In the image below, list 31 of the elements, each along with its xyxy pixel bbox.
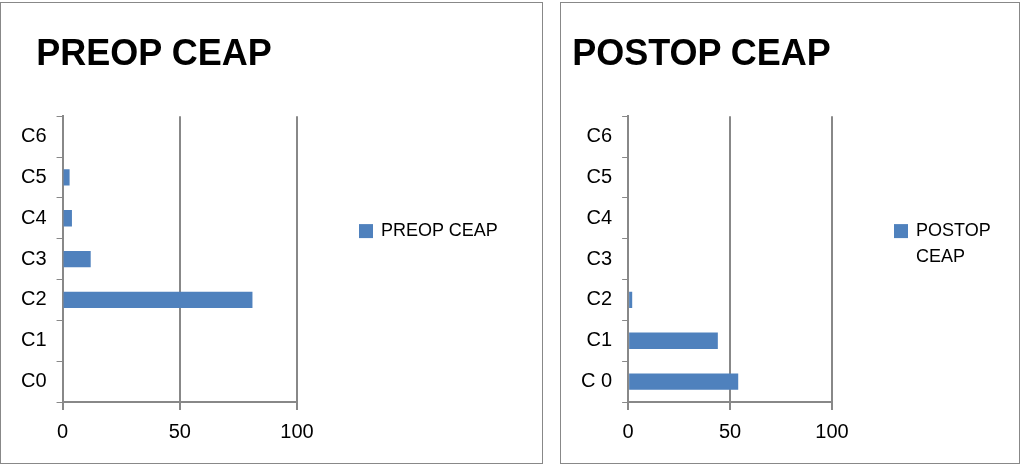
bar xyxy=(63,250,91,268)
y-tick-label: C 0 xyxy=(581,369,613,392)
y-tick-label: C3 xyxy=(20,246,47,269)
legend-label: POSTOP CEAP xyxy=(916,220,991,267)
y-tick-label: C2 xyxy=(20,287,47,310)
y-tick-label: C4 xyxy=(20,205,47,228)
x-tick-label: 100 xyxy=(815,419,849,442)
y-tick-label: C0 xyxy=(20,369,47,392)
x-tick-label: 50 xyxy=(718,419,742,442)
bar xyxy=(63,210,72,227)
y-tick-label: C6 xyxy=(20,124,47,147)
x-tick-label: 50 xyxy=(168,419,191,442)
chart-title: PREOP CEAP xyxy=(36,31,272,73)
bar xyxy=(63,169,70,186)
y-tick-label: C1 xyxy=(20,328,47,351)
bar xyxy=(629,373,739,390)
chart-title: POSTOP CEAP xyxy=(572,31,831,73)
legend-label: PREOP CEAP xyxy=(381,220,498,241)
y-tick-label: C4 xyxy=(586,205,613,228)
y-tick-label: C6 xyxy=(586,124,613,147)
y-tick-label: C5 xyxy=(586,164,613,187)
bar xyxy=(63,291,253,309)
x-tick-label: 0 xyxy=(57,419,69,442)
x-tick-label: 0 xyxy=(622,419,634,442)
y-tick-label: C1 xyxy=(586,328,613,351)
y-tick-label: C5 xyxy=(20,164,47,187)
y-tick-label: C3 xyxy=(586,246,613,269)
bar xyxy=(629,291,633,309)
bar xyxy=(629,332,718,349)
x-tick-label: 100 xyxy=(280,419,314,442)
y-tick-label: C2 xyxy=(586,287,613,310)
